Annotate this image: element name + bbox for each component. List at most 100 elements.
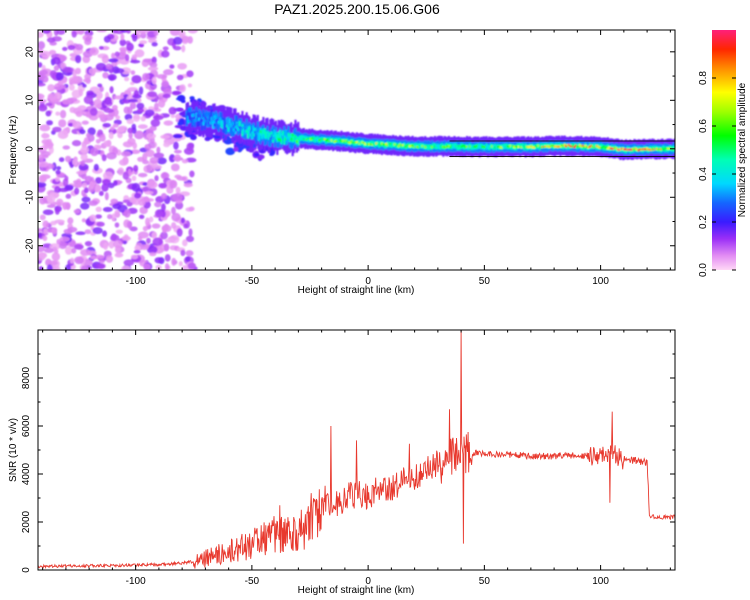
spectrogram-ridge-cell [489,143,492,149]
spectrogram-noise-blob [108,58,119,63]
spectrogram-ridge-cell [573,143,576,149]
spectrogram-noise-blob [185,157,197,163]
spectrogram-ridge-cell [650,146,653,152]
spectrogram-ridge-cell [419,145,423,148]
spectrogram-noise-blob [104,192,109,201]
spectrogram-ridge-cell [299,137,303,140]
spectrogram-ridge-cell [611,147,614,150]
spectrogram-ridge-cell [286,136,289,145]
spectrogram-noise-blob [161,203,166,212]
spectrogram-ridge-cell [627,148,630,151]
spectrogram-ridge-cell [233,128,236,132]
colorbar-tick-label: 0.8 [698,71,709,85]
spectrogram-noise-blob [51,227,58,235]
spectrogram-ridge-cell [496,145,499,148]
spectrogram-noise-blob [161,224,172,233]
spectrogram-noise-blob [54,186,61,194]
spectrogram-noise-blob [149,61,158,69]
spectrogram-noise-blob [137,124,148,129]
spectrogram-noise-blob [111,104,118,111]
spectrogram-ridge-cell [200,113,204,122]
spectrogram-x-axis-label: Height of straight line (km) [298,285,415,296]
spectrogram-ridge-cell [221,121,225,129]
spectrogram-noise-blob [122,171,129,180]
spectrogram-ridge-cell [361,141,364,144]
spectrogram-noise-blob [163,142,171,148]
spectrogram-noise-blob [45,110,52,117]
spectrogram-noise-blob [54,219,65,224]
spectrogram-ridge-cell [230,124,233,128]
spectrogram-ridge-cell [407,144,410,147]
spectrogram-ridge-cell [485,143,488,149]
spectrogram-noise-blob [160,172,170,180]
spectrogram-ridge-cell [294,136,297,145]
spectrogram-ridge-cell [558,142,561,148]
spectrogram-ridge-cell [283,135,286,139]
spectrogram-ridge-cell [273,131,276,148]
spectrogram-ridge-cell [574,144,577,147]
spectrogram-x-tick-label: -50 [245,276,260,287]
spectrogram-ridge-cell [209,121,212,125]
spectrogram-noise-blob [67,122,74,127]
snr-x-axis-label: Height of straight line (km) [298,585,415,596]
spectrogram-ridge-cell [392,143,395,146]
spectrogram-ridge-cell [341,139,344,142]
spectrogram-ridge-cell [590,144,593,147]
spectrogram-ridge-cell [291,133,294,137]
spectrogram-noise-blob [103,242,109,250]
spectrogram-ridge-cell [212,117,215,121]
snr-y-tick-label: 4000 [21,462,32,485]
spectrogram-ridge-cell [620,147,623,150]
spectrogram-ridge-cell [623,148,626,151]
spectrogram-ridge-cell [192,113,195,117]
spectrogram-ridge-cell [325,139,328,142]
spectrogram-ridge-cell [362,141,365,147]
spectrogram-ridge-cell [578,144,582,147]
spectrogram-noise-blob [46,264,53,270]
spectrogram-ridge-cell [422,146,425,149]
spectrogram-noise-blob [38,104,48,112]
spectrogram-ridge-cell [545,145,548,148]
spectrogram-noise-blob [133,164,139,172]
spectrogram-ridge-cell [626,148,629,151]
spectrogram-ridge-cell [379,140,382,147]
spectrogram-ridge-cell [355,141,358,144]
spectrogram-noise-blob [185,250,194,257]
spectrogram-noise-blob [124,76,130,82]
spectrogram-noise-blob [187,83,193,88]
spectrogram-ridge-cell [205,118,208,126]
spectrogram-ridge-cell [606,144,610,150]
spectrogram-noise-blob [176,74,184,81]
spectrogram-ridge-cell [242,128,245,132]
spectrogram-noise-blob [81,120,89,125]
spectrogram-noise-blob [160,50,170,58]
spectrogram-noise-blob [52,126,62,133]
spectrogram-ridge-cell [482,145,485,148]
spectrogram-noise-blob [96,221,105,227]
spectrogram-ridge-cell [309,138,312,141]
spectrogram-noise-blob [106,152,117,160]
spectrogram-noise-blob [134,245,141,252]
spectrogram-ridge-cell [306,137,310,140]
spectrogram-ridge-cell [228,123,231,127]
spectrogram-noise-blob [64,184,74,190]
spectrogram-ridge-cell [669,147,672,150]
spectrogram-ridge-cell [386,144,389,147]
spectrogram-noise-blob [162,46,169,51]
spectrogram-noise-blob [46,194,56,204]
spectrogram-ridge-cell [199,119,202,123]
spectrogram-ridge-cell [613,146,616,149]
spectrogram-ridge-cell [657,148,660,151]
spectrogram-noise-blob [145,149,155,158]
spectrogram-noise-blob [147,66,159,71]
spectrogram-noise-blob [149,156,159,164]
spectrogram-noise-blob [38,93,45,100]
spectrogram-ridge-cell [414,145,417,148]
spectrogram-noise-blob [188,228,193,237]
spectrogram-ridge-cell [544,145,547,148]
spectrogram-noise-blob [89,47,99,56]
spectrogram-ridge-cell [283,126,286,142]
spectrogram-ridge-cell [383,143,386,146]
spectrogram-ridge-cell [308,137,311,143]
